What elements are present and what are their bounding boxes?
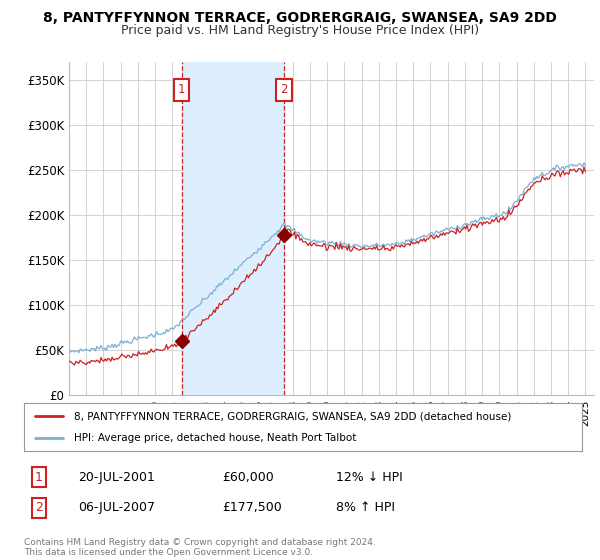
Text: 8, PANTYFFYNNON TERRACE, GODRERGRAIG, SWANSEA, SA9 2DD: 8, PANTYFFYNNON TERRACE, GODRERGRAIG, SW… — [43, 11, 557, 25]
Text: 1: 1 — [35, 470, 43, 484]
Text: 20-JUL-2001: 20-JUL-2001 — [78, 470, 155, 484]
Bar — [182, 62, 284, 395]
Text: Price paid vs. HM Land Registry's House Price Index (HPI): Price paid vs. HM Land Registry's House … — [121, 24, 479, 36]
Text: HPI: Average price, detached house, Neath Port Talbot: HPI: Average price, detached house, Neat… — [74, 433, 356, 443]
Text: 12% ↓ HPI: 12% ↓ HPI — [336, 470, 403, 484]
Text: 8, PANTYFFYNNON TERRACE, GODRERGRAIG, SWANSEA, SA9 2DD (detached house): 8, PANTYFFYNNON TERRACE, GODRERGRAIG, SW… — [74, 411, 512, 421]
Text: 8% ↑ HPI: 8% ↑ HPI — [336, 501, 395, 515]
Text: 1: 1 — [178, 83, 185, 96]
Text: Contains HM Land Registry data © Crown copyright and database right 2024.
This d: Contains HM Land Registry data © Crown c… — [24, 538, 376, 557]
Text: 2: 2 — [281, 83, 288, 96]
Text: 06-JUL-2007: 06-JUL-2007 — [78, 501, 155, 515]
Text: 2: 2 — [35, 501, 43, 515]
Text: £60,000: £60,000 — [222, 470, 274, 484]
Text: £177,500: £177,500 — [222, 501, 282, 515]
